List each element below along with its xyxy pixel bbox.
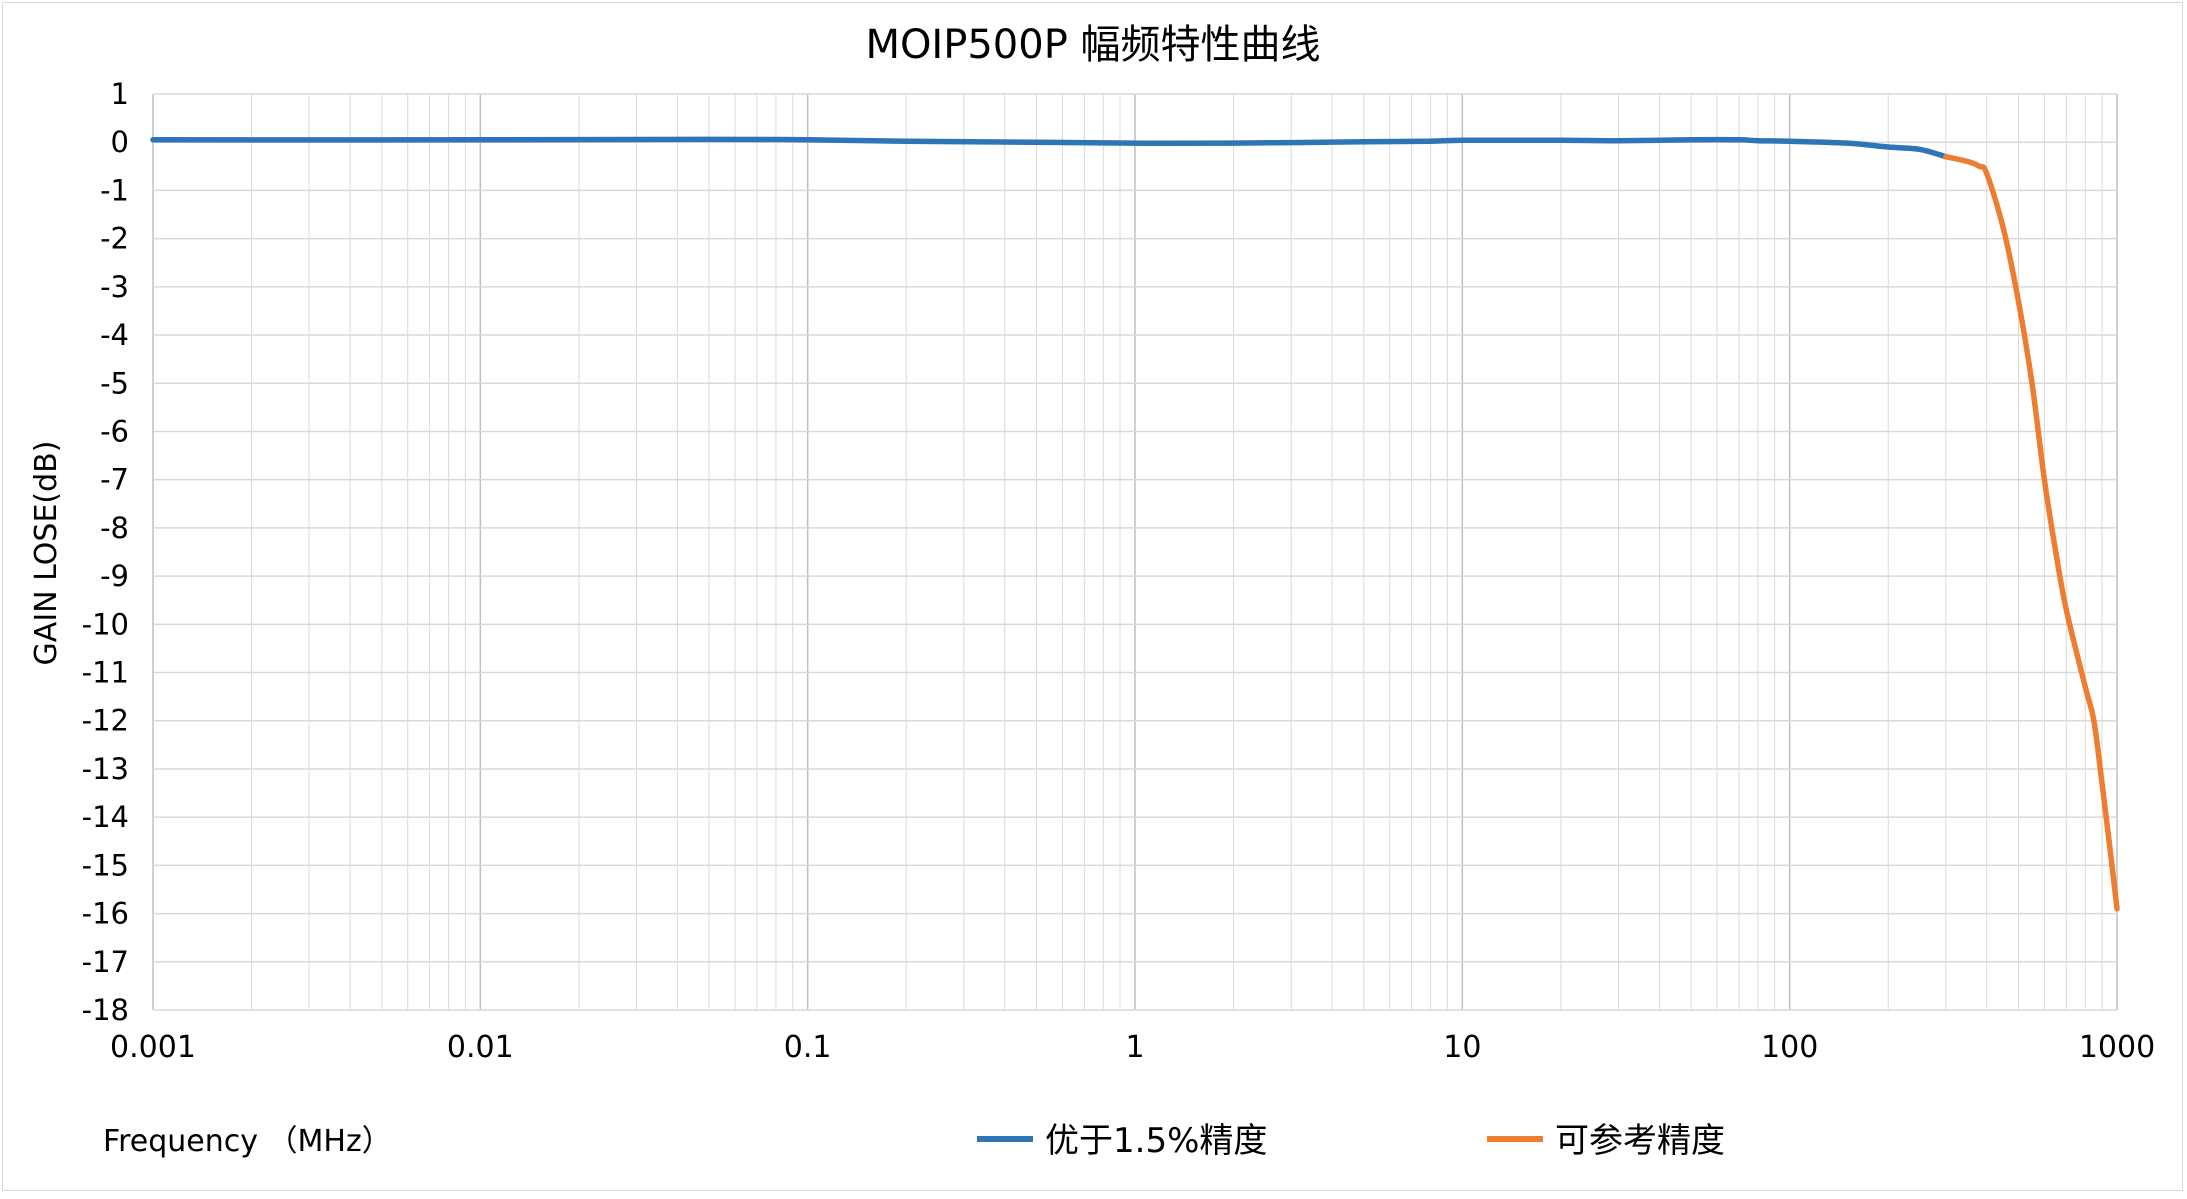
- x-tick-label: 0.1: [784, 1030, 832, 1065]
- x-tick-label: 0.001: [110, 1030, 196, 1065]
- y-tick-label: -14: [82, 800, 129, 834]
- x-tick-label: 10: [1443, 1030, 1481, 1065]
- y-tick-label: -13: [82, 752, 129, 786]
- legend-label-series-2: 可参考精度: [1555, 1121, 1725, 1161]
- y-tick-label: -8: [100, 511, 129, 545]
- y-tick-label: -5: [100, 366, 129, 400]
- x-tick-label: 1000: [2079, 1030, 2155, 1065]
- major-gridlines: [152, 93, 2118, 1011]
- y-tick-label: -3: [100, 270, 129, 304]
- y-tick-label: -16: [82, 897, 129, 931]
- x-tick-label: 100: [1761, 1030, 1818, 1065]
- series-layer: [150, 136, 2120, 912]
- y-tick-label: 1: [111, 77, 129, 111]
- legend: 优于1.5%精度 可参考精度: [977, 1121, 1725, 1161]
- y-tick-label: -11: [82, 656, 129, 690]
- y-tick-label: -15: [82, 848, 129, 882]
- y-tick-label: -6: [100, 414, 129, 448]
- y-tick-labels: 1 0 -1 -2 -3 -4 -5 -6 -7 -8 -9 -10 -11 -12 -13 -14 -15 -1…: [82, 77, 129, 1027]
- minor-gridlines: [251, 94, 2103, 1010]
- x-tick-label: 0.01: [447, 1030, 514, 1065]
- y-tick-label: 0: [111, 125, 129, 159]
- y-tick-label: -9: [100, 559, 129, 593]
- y-tick-label: -1: [100, 173, 129, 207]
- y-tick-label: -10: [82, 607, 129, 641]
- y-tick-label: -4: [100, 318, 129, 352]
- y-axis-label: GAIN LOSE(dB): [29, 441, 64, 666]
- y-tick-label: -18: [82, 993, 129, 1027]
- series-line-1: [150, 136, 1949, 160]
- y-tick-label: -2: [100, 222, 129, 256]
- x-axis-label: Frequency （MHz）: [103, 1124, 392, 1159]
- y-tick-label: -17: [82, 945, 129, 979]
- y-tick-label: -12: [82, 704, 129, 738]
- y-tick-label: -7: [100, 463, 129, 497]
- x-tick-label: 1: [1125, 1030, 1144, 1065]
- series-line-2: [1943, 153, 2120, 912]
- chart-title: MOIP500P 幅频特性曲线: [865, 22, 1320, 68]
- x-tick-labels: 0.001 0.01 0.1 1 10 100 1000: [110, 1030, 2155, 1065]
- legend-label-series-1: 优于1.5%精度: [1045, 1121, 1267, 1161]
